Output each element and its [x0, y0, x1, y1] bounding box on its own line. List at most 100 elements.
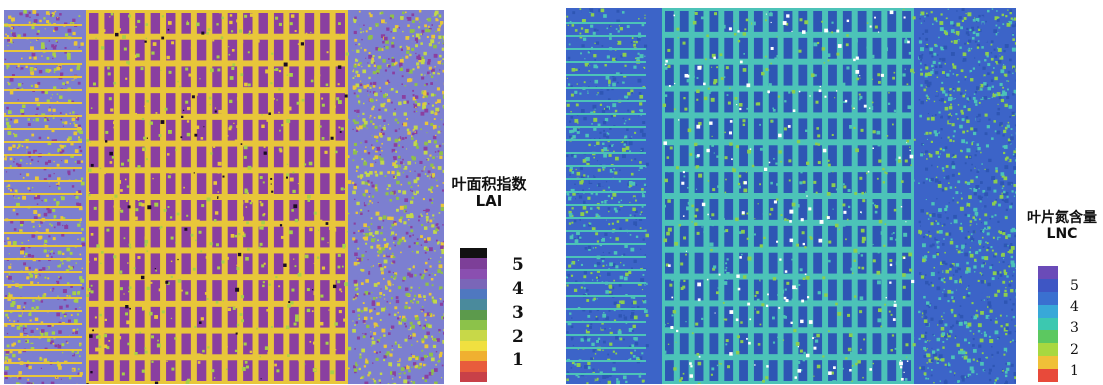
speckle: [779, 258, 782, 261]
speckle: [7, 358, 12, 363]
speckle: [422, 377, 425, 380]
speckle: [417, 219, 420, 222]
speckle: [316, 256, 320, 259]
speckle: [357, 63, 361, 66]
plot-cell: [243, 280, 253, 301]
speckle: [566, 77, 569, 79]
speckle: [179, 333, 182, 336]
speckle: [19, 332, 24, 337]
speckle: [684, 107, 688, 111]
speckle: [313, 211, 317, 215]
speckle: [419, 166, 424, 171]
speckle: [663, 204, 667, 208]
plot-cell: [258, 93, 268, 114]
speckle: [429, 312, 432, 315]
speckle: [430, 278, 434, 281]
speckle: [78, 15, 81, 18]
speckle: [643, 201, 646, 204]
speckle: [221, 16, 224, 20]
plot-cell: [783, 199, 793, 220]
speckle: [55, 40, 58, 43]
speckle: [60, 150, 62, 152]
speckle: [441, 62, 444, 65]
speckle: [588, 222, 590, 224]
speckle: [69, 163, 71, 166]
speckle: [119, 209, 121, 211]
speckle: [228, 53, 231, 56]
speckle: [19, 230, 21, 233]
speckle: [775, 196, 778, 198]
speckle: [112, 121, 116, 125]
speckle: [362, 375, 365, 378]
speckle: [393, 185, 398, 190]
speckle: [568, 210, 572, 215]
speckle: [173, 60, 176, 62]
speckle: [411, 196, 415, 200]
speckle: [76, 116, 80, 120]
speckle: [822, 276, 826, 280]
speckle: [422, 274, 425, 277]
speckle: [43, 13, 45, 15]
plot-cell: [813, 64, 823, 86]
plot-cell: [753, 279, 763, 301]
plot-cell: [842, 145, 852, 167]
speckle: [633, 214, 636, 217]
speckle: [882, 167, 885, 171]
speckle: [430, 12, 435, 16]
row-line: [566, 334, 646, 336]
speckle: [361, 216, 364, 219]
speckle: [734, 33, 737, 36]
speckle: [209, 103, 211, 106]
speckle: [902, 273, 906, 277]
speckle: [367, 344, 369, 346]
speckle: [389, 353, 393, 357]
plot-cell: [135, 39, 145, 61]
speckle: [11, 74, 15, 78]
speckle: [386, 305, 390, 310]
speckle: [640, 278, 645, 283]
speckle: [291, 209, 294, 212]
speckle: [641, 289, 644, 291]
speckle: [228, 127, 232, 131]
plot-cell: [304, 66, 315, 88]
plot-cell: [813, 252, 823, 274]
speckle: [318, 74, 321, 77]
speckle: [43, 249, 47, 253]
speckle: [214, 110, 217, 113]
speckle: [428, 66, 432, 70]
speckle: [805, 139, 809, 142]
speckle: [217, 196, 219, 198]
speckle: [340, 187, 344, 191]
speckle: [423, 150, 428, 155]
speckle: [418, 294, 422, 298]
speckle: [426, 190, 431, 195]
plot-cell: [212, 333, 222, 355]
speckle: [851, 272, 854, 275]
speckle: [424, 251, 427, 254]
speckle: [400, 220, 402, 223]
speckle: [48, 40, 51, 42]
speckle: [433, 325, 437, 328]
speckle: [876, 177, 879, 180]
speckle: [586, 382, 589, 384]
plot-cell: [739, 225, 748, 247]
speckle: [716, 364, 719, 367]
speckle: [292, 171, 295, 174]
plot-cell: [89, 253, 99, 275]
speckle: [576, 39, 578, 41]
speckle: [142, 148, 145, 151]
plot-cell: [724, 118, 734, 140]
speckle: [412, 302, 414, 304]
speckle: [365, 172, 370, 177]
speckle: [411, 118, 415, 122]
speckle: [369, 67, 372, 71]
speckle: [363, 307, 367, 311]
speckle: [442, 123, 444, 126]
speckle: [680, 262, 684, 266]
speckle: [436, 184, 439, 187]
speckle: [271, 190, 274, 193]
speckle: [137, 165, 141, 169]
speckle: [77, 290, 81, 294]
speckle: [438, 264, 443, 269]
plot-cell: [783, 91, 793, 113]
